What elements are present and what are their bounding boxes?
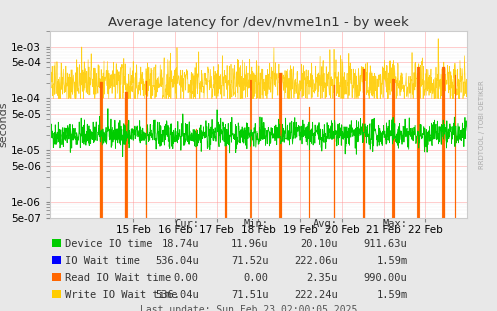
Text: 1.59m: 1.59m (376, 256, 408, 266)
Text: Device IO time: Device IO time (65, 239, 152, 249)
Text: 536.04u: 536.04u (155, 290, 199, 300)
Text: 1.59m: 1.59m (376, 290, 408, 300)
Text: 911.63u: 911.63u (364, 239, 408, 249)
Text: Avg:: Avg: (313, 219, 338, 229)
Text: 990.00u: 990.00u (364, 273, 408, 283)
Text: 0.00: 0.00 (174, 273, 199, 283)
Text: 222.06u: 222.06u (294, 256, 338, 266)
Title: Average latency for /dev/nvme1n1 - by week: Average latency for /dev/nvme1n1 - by we… (108, 16, 409, 29)
Y-axis label: seconds: seconds (0, 102, 8, 147)
Text: Max:: Max: (383, 219, 408, 229)
Text: Min:: Min: (244, 219, 268, 229)
Text: Last update: Sun Feb 23 02:00:05 2025: Last update: Sun Feb 23 02:00:05 2025 (140, 304, 357, 311)
Text: 20.10u: 20.10u (301, 239, 338, 249)
Text: 2.35u: 2.35u (307, 273, 338, 283)
Text: 18.74u: 18.74u (162, 239, 199, 249)
Text: 536.04u: 536.04u (155, 256, 199, 266)
Text: RRDTOOL / TOBI OETIKER: RRDTOOL / TOBI OETIKER (479, 80, 485, 169)
Text: 0.00: 0.00 (244, 273, 268, 283)
Text: 11.96u: 11.96u (231, 239, 268, 249)
Text: 71.51u: 71.51u (231, 290, 268, 300)
Text: 222.24u: 222.24u (294, 290, 338, 300)
Text: Read IO Wait time: Read IO Wait time (65, 273, 171, 283)
Text: IO Wait time: IO Wait time (65, 256, 140, 266)
Text: Write IO Wait time: Write IO Wait time (65, 290, 177, 300)
Text: Cur:: Cur: (174, 219, 199, 229)
Text: 71.52u: 71.52u (231, 256, 268, 266)
